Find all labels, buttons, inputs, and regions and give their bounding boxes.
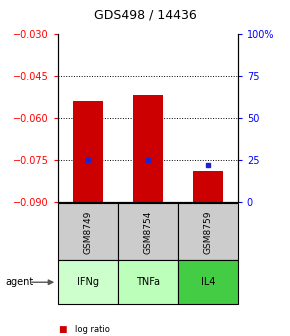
Text: GSM8759: GSM8759 xyxy=(203,210,212,254)
Text: IFNg: IFNg xyxy=(77,277,99,287)
Text: GSM8754: GSM8754 xyxy=(143,210,153,254)
Bar xyxy=(118,260,178,304)
Bar xyxy=(73,101,103,202)
Text: GDS498 / 14436: GDS498 / 14436 xyxy=(94,9,196,22)
Bar xyxy=(178,260,238,304)
Bar xyxy=(133,95,163,202)
Text: log ratio: log ratio xyxy=(75,325,110,334)
Bar xyxy=(178,203,238,260)
Bar xyxy=(193,171,223,202)
Bar xyxy=(58,203,118,260)
Text: agent: agent xyxy=(6,277,34,287)
Bar xyxy=(58,260,118,304)
Text: GSM8749: GSM8749 xyxy=(84,210,93,254)
Text: IL4: IL4 xyxy=(201,277,215,287)
Bar xyxy=(118,203,178,260)
Text: ■: ■ xyxy=(58,325,66,334)
Text: TNFa: TNFa xyxy=(136,277,160,287)
